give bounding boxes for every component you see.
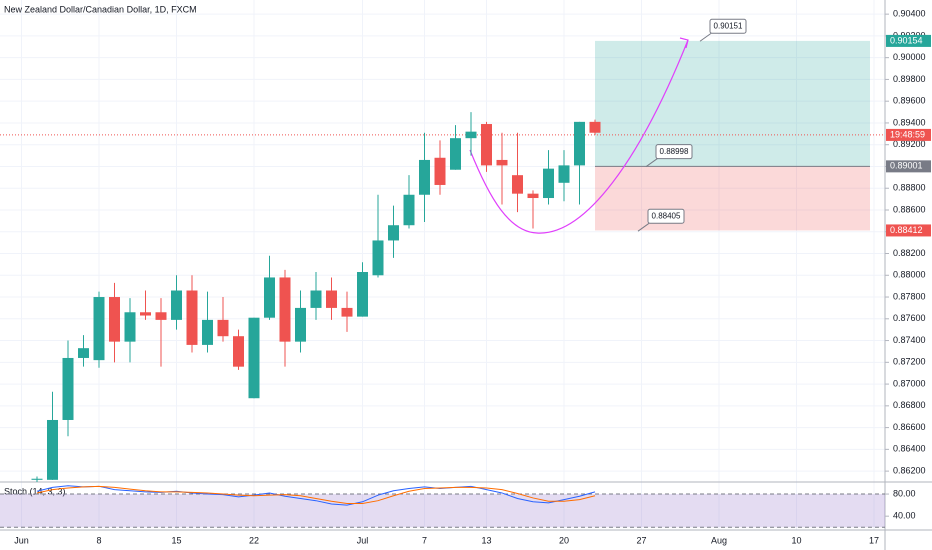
price-tag — [886, 34, 931, 47]
x-tick-label: Jul — [357, 535, 369, 545]
y-tick-label: 40.00 — [893, 511, 916, 521]
price-tag — [886, 160, 931, 173]
price-tag-label: 19:48:59 — [890, 129, 925, 139]
candle-body — [248, 317, 260, 399]
y-tick-label: 0.86200 — [893, 465, 926, 475]
candle-body — [357, 272, 368, 317]
x-tick-label: 10 — [791, 535, 801, 545]
candle-body — [543, 168, 554, 199]
y-tick-label: 0.87200 — [893, 357, 926, 367]
candle-body — [419, 159, 430, 195]
y-tick-label: 0.86400 — [893, 444, 926, 454]
y-tick-label: 0.87600 — [893, 313, 926, 323]
candle-body — [450, 138, 461, 170]
candle-body — [47, 419, 58, 480]
stoch-line — [36, 485, 596, 506]
candle-body — [512, 175, 523, 194]
x-tick-label: 27 — [636, 535, 646, 545]
candle-body — [326, 290, 337, 308]
y-tick-label: 0.89200 — [893, 139, 926, 149]
price-tag-label: 0.90154 — [890, 35, 923, 45]
candle-body — [31, 478, 43, 480]
price-tag — [886, 224, 931, 237]
x-tick-label: Jun — [14, 535, 29, 545]
x-tick-label: 13 — [481, 535, 491, 545]
callout-label: 0.88405 — [652, 211, 681, 220]
x-tick-label: 17 — [869, 535, 879, 545]
candle-body — [124, 312, 136, 342]
y-tick-label: 0.88800 — [893, 183, 926, 193]
stoch-band — [0, 494, 885, 528]
candle-body — [155, 312, 167, 320]
candle-body — [171, 290, 182, 320]
callout-label: 0.90151 — [714, 21, 743, 30]
candle-body — [310, 290, 322, 308]
stoch-title: Stoch (14, 3, 3) — [4, 486, 66, 496]
chart-title: New Zealand Dollar/Canadian Dollar, 1D, … — [4, 4, 197, 14]
candle-body — [78, 348, 89, 358]
y-tick-label: 0.88200 — [893, 248, 926, 258]
candle-body — [140, 312, 151, 316]
callout-box — [709, 18, 747, 34]
y-tick-label: 0.86800 — [893, 400, 926, 410]
candle-body — [93, 297, 105, 361]
underlay — [0, 0, 885, 530]
x-tick-label: 22 — [249, 535, 259, 545]
candle-body — [527, 193, 539, 199]
candle-body — [264, 277, 275, 318]
y-tick-label: 0.90000 — [893, 52, 926, 62]
y-tick-label: 0.88000 — [893, 270, 926, 280]
stoch-line — [36, 485, 596, 504]
stop-zone — [595, 166, 870, 231]
candle-body — [434, 157, 446, 185]
x-tick-label: Aug — [711, 535, 727, 545]
candle-body — [217, 319, 229, 337]
target-zone — [595, 40, 870, 167]
candle-body — [233, 336, 244, 367]
candle-body — [186, 290, 198, 345]
y-tick-label: 80.00 — [893, 488, 916, 498]
y-tick-label: 0.86600 — [893, 422, 926, 432]
x-tick-label: 15 — [171, 535, 181, 545]
candle-body — [341, 307, 353, 317]
y-tick-label: 0.89800 — [893, 74, 926, 84]
x-tick-label: 20 — [559, 535, 569, 545]
y-tick-label: 0.89600 — [893, 96, 926, 106]
candle-body — [481, 124, 492, 166]
candle-body — [574, 121, 585, 166]
y-tick-label: 0.87000 — [893, 378, 926, 388]
y-tick-label: 0.89400 — [893, 117, 926, 127]
projection-arrowhead — [679, 37, 689, 49]
candle-body — [295, 307, 306, 342]
candle-body — [388, 225, 399, 241]
callout-box — [647, 208, 685, 224]
candle-body — [403, 194, 415, 226]
y-tick-label: 0.87800 — [893, 291, 926, 301]
candle-body — [109, 297, 120, 342]
candle-body — [558, 165, 570, 183]
callout-label: 0.88998 — [660, 147, 689, 156]
candle-body — [202, 319, 213, 345]
price-tag-label: 0.88412 — [890, 225, 923, 235]
candle-body — [62, 357, 74, 420]
candle-body — [496, 159, 508, 166]
price-tag — [886, 128, 931, 141]
y-tick-label: 0.90400 — [893, 9, 926, 19]
y-tick-label: 0.88600 — [893, 204, 926, 214]
candle-body — [465, 131, 477, 139]
candle-body — [372, 240, 384, 276]
y-tick-label: 0.87400 — [893, 335, 926, 345]
callout-box — [655, 144, 693, 160]
price-tag-label: 0.89001 — [890, 161, 923, 171]
x-tick-label: 7 — [422, 535, 427, 545]
candle-body — [589, 121, 601, 133]
projection-curve — [469, 39, 689, 234]
x-tick-label: 8 — [96, 535, 101, 545]
candle-body — [279, 277, 291, 342]
